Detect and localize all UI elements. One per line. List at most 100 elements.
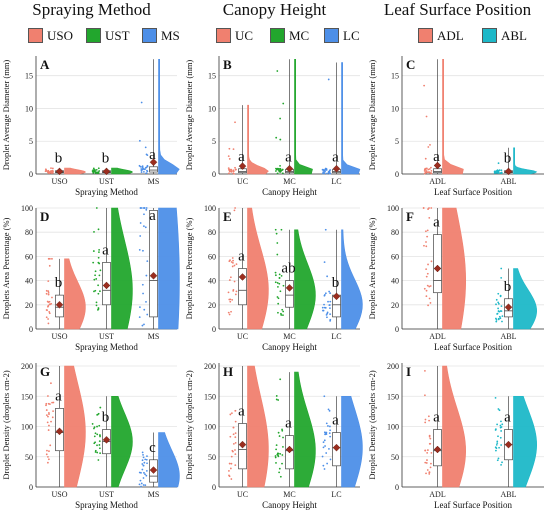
data-point xyxy=(142,456,145,459)
violin-ms xyxy=(158,432,180,488)
data-point xyxy=(428,285,431,288)
data-point xyxy=(323,172,326,175)
data-point xyxy=(498,169,501,172)
y-axis-label: Droplet Average Diameter (mm) xyxy=(184,60,194,171)
data-point xyxy=(429,143,431,146)
data-point xyxy=(141,324,144,327)
data-point xyxy=(99,435,101,438)
data-point xyxy=(229,300,232,303)
data-point xyxy=(50,382,52,385)
data-point xyxy=(427,304,429,307)
violin-abl xyxy=(513,268,537,330)
data-point xyxy=(51,416,54,419)
data-point xyxy=(327,78,330,81)
data-point xyxy=(425,241,427,243)
legend-swatch-uso xyxy=(28,28,43,43)
panel-letter: F xyxy=(406,209,414,224)
data-point xyxy=(275,444,278,447)
data-point xyxy=(46,300,49,303)
significance-letter: c xyxy=(149,440,156,456)
data-point xyxy=(275,395,278,397)
data-point xyxy=(324,292,327,295)
data-point xyxy=(495,449,497,452)
data-point xyxy=(329,425,331,428)
data-point xyxy=(279,167,282,170)
data-point xyxy=(96,451,99,454)
data-point xyxy=(423,84,426,87)
x-axis-label: Leaf Surface Position xyxy=(434,342,512,352)
data-point xyxy=(322,446,325,449)
mean-marker xyxy=(55,301,64,309)
data-point xyxy=(277,302,280,305)
data-point xyxy=(428,217,431,219)
data-point xyxy=(274,271,277,274)
data-point xyxy=(425,289,428,292)
data-point xyxy=(50,302,53,305)
mean-marker xyxy=(332,164,341,173)
data-point xyxy=(427,415,430,418)
data-point xyxy=(425,167,428,170)
data-point xyxy=(143,213,145,216)
data-point xyxy=(323,293,326,296)
legend-label-lc: LC xyxy=(343,28,360,43)
data-point xyxy=(499,436,502,439)
data-point xyxy=(234,166,236,169)
panel-letter: G xyxy=(40,364,50,379)
data-point xyxy=(328,448,330,450)
data-point xyxy=(144,226,147,229)
data-point xyxy=(428,297,431,300)
legend-label-ust: UST xyxy=(105,28,130,43)
y-axis-label: Droplets Area Percentage (%) xyxy=(184,217,194,319)
data-point xyxy=(141,168,144,171)
violin-ust xyxy=(111,207,133,330)
data-point xyxy=(282,310,285,313)
data-point xyxy=(426,229,429,232)
data-point xyxy=(51,401,54,404)
data-point xyxy=(45,414,48,417)
data-point xyxy=(430,166,432,169)
data-point xyxy=(495,317,497,320)
data-point xyxy=(274,274,277,277)
chart-svg-g: 0 50 100 150 200 a USO b UST c MS G Spraying Method D… xyxy=(1,362,180,510)
data-point xyxy=(230,170,233,173)
data-point xyxy=(47,280,50,282)
data-point xyxy=(47,292,50,294)
data-point xyxy=(93,427,95,430)
data-point xyxy=(96,425,98,428)
data-point xyxy=(98,447,101,450)
y-tick-label: 20 xyxy=(208,301,216,310)
data-point xyxy=(322,309,325,312)
legend-swatch-ust xyxy=(86,28,101,43)
data-point xyxy=(327,425,329,427)
significance-letter: a xyxy=(285,416,292,432)
data-point xyxy=(97,412,100,415)
y-tick-label: 5 xyxy=(212,137,216,146)
x-tick-label: LC xyxy=(331,177,341,186)
chart-svg-c: 0 5 10 15 a ADL b ABL C Leaf Surface Position Drop… xyxy=(367,56,544,197)
panel-letter: C xyxy=(406,57,415,72)
y-tick-label: 80 xyxy=(25,228,33,237)
data-point xyxy=(48,171,51,174)
data-point xyxy=(426,235,429,238)
violin-lc xyxy=(341,229,363,330)
data-point xyxy=(495,320,498,323)
data-point xyxy=(429,285,432,287)
data-point xyxy=(279,117,282,120)
x-tick-label: MS xyxy=(148,332,160,341)
data-point xyxy=(233,172,235,175)
chart-panel-d: 0 20 40 60 80 100 b USO a UST a MS D Spraying Method D… xyxy=(0,200,183,355)
mean-marker xyxy=(332,443,341,452)
x-tick-label: UC xyxy=(237,332,248,341)
data-point xyxy=(47,293,50,296)
data-point xyxy=(143,308,146,311)
chart-svg-a: 0 5 10 15 b USO b UST a MS A Spraying Method Droplet… xyxy=(1,56,180,197)
data-point xyxy=(138,316,141,319)
data-point xyxy=(228,462,231,465)
violin-uso xyxy=(64,365,86,488)
data-point xyxy=(426,451,429,454)
data-point xyxy=(497,302,500,305)
data-point xyxy=(428,435,431,438)
x-tick-label: MC xyxy=(283,332,295,341)
x-tick-label: MC xyxy=(283,177,295,186)
x-tick-label: UC xyxy=(237,177,248,186)
